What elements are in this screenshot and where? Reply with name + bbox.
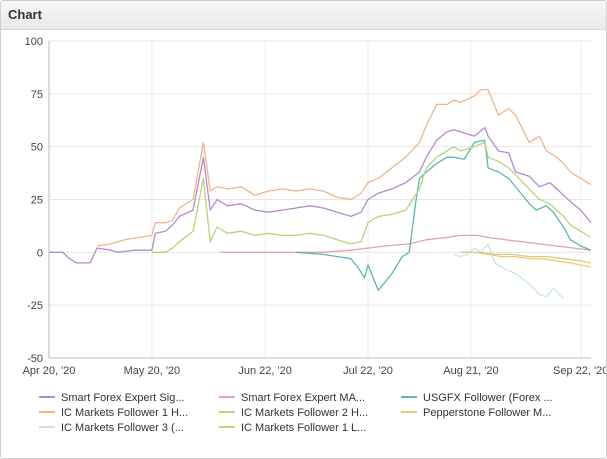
legend-label: Smart Forex Expert MA... — [241, 392, 366, 404]
legend-label: IC Markets Follower 3 (... — [61, 422, 184, 434]
x-tick-label: Aug 21, '20 — [443, 365, 498, 377]
x-tick-label: Jun 22, '20 — [238, 365, 291, 377]
y-tick-label: 50 — [31, 142, 43, 154]
legend-label: IC Markets Follower 1 H... — [61, 407, 189, 419]
y-tick-label: 100 — [25, 36, 43, 48]
legend-label: IC Markets Follower 1 L... — [241, 422, 367, 434]
series-line — [460, 251, 592, 264]
legend-label: IC Markets Follower 2 H... — [241, 407, 369, 419]
legend-item[interactable]: IC Markets Follower 1 H... — [39, 407, 188, 422]
legend-label: USGFX Follower (Forex ... — [423, 392, 553, 404]
legend-item[interactable]: Smart Forex Expert Sig... — [39, 392, 184, 407]
legend-swatch — [39, 426, 55, 429]
legend-item[interactable]: IC Markets Follower 3 (... — [39, 422, 184, 437]
x-tick-label: Sep 22, '20 — [553, 365, 606, 377]
legend-swatch — [219, 396, 235, 399]
series-line — [220, 234, 592, 253]
panel-header: Chart — [1, 1, 606, 30]
legend-swatch — [219, 411, 235, 414]
legend-label: Pepperstone Follower M... — [423, 407, 552, 419]
legend-swatch — [401, 411, 417, 414]
y-tick-label: 25 — [31, 195, 43, 207]
x-tick-label: Apr 20, '20 — [23, 365, 76, 377]
legend-swatch — [219, 426, 235, 429]
y-tick-label: -25 — [27, 300, 43, 312]
legend-label: Smart Forex Expert Sig... — [61, 392, 185, 404]
legend-item[interactable]: Smart Forex Expert MA... — [219, 392, 365, 407]
legend-swatch — [39, 411, 55, 414]
series-line — [295, 139, 592, 292]
y-tick-label: -50 — [27, 353, 43, 365]
legend-item[interactable]: IC Markets Follower 2 H... — [219, 407, 368, 422]
legend-swatch — [401, 396, 417, 399]
legend-swatch — [39, 396, 55, 399]
y-tick-label: 75 — [31, 89, 43, 101]
x-tick-label: May 20, '20 — [124, 365, 181, 377]
legend-item[interactable]: IC Markets Follower 1 L... — [219, 422, 366, 437]
series-line — [453, 243, 565, 300]
series-line — [460, 251, 592, 268]
series-line — [96, 88, 592, 247]
series-line — [49, 126, 592, 264]
legend-item[interactable]: Pepperstone Follower M... — [401, 407, 551, 422]
x-tick-label: Jul 22, '20 — [343, 365, 393, 377]
legend-item[interactable]: USGFX Follower (Forex ... — [401, 392, 553, 407]
series-line — [151, 141, 592, 253]
y-tick-label: 0 — [37, 247, 43, 259]
panel-title: Chart — [8, 7, 42, 22]
